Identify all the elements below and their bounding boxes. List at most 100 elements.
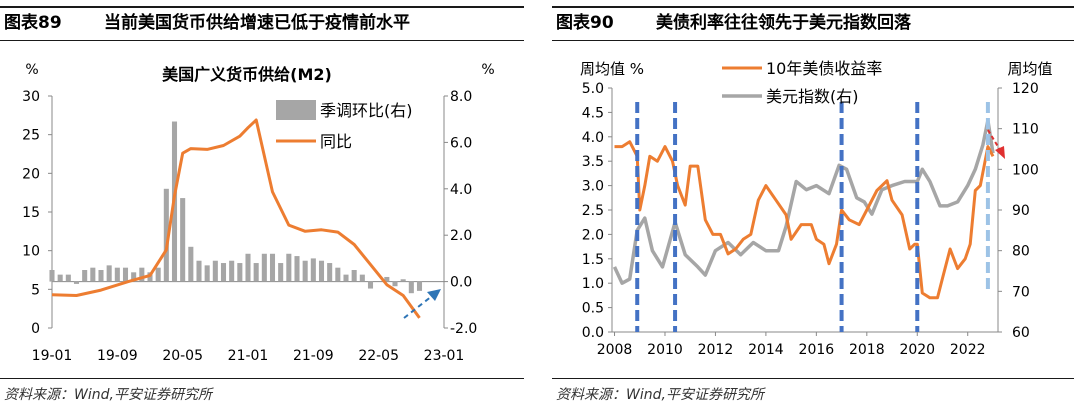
right-tick-label: 6.0 bbox=[450, 135, 472, 151]
bar-mom bbox=[408, 281, 414, 294]
left-axis-unit: % bbox=[25, 62, 38, 78]
x-tick-label: 2012 bbox=[698, 342, 734, 358]
right-chart-panel: 图表90 美债利率往往领先于美元指数回落 0.0 0.5 1.0 1.5 2.0 2.5 3… bbox=[552, 0, 1080, 419]
bar-mom bbox=[106, 265, 112, 282]
bar-mom bbox=[327, 263, 333, 282]
chart-title: 美国广义货币供给(M2) bbox=[162, 65, 332, 84]
left-tick-label: 20 bbox=[22, 166, 40, 182]
bar-mom bbox=[318, 260, 325, 282]
bar-mom bbox=[49, 270, 55, 282]
right-tick-label: 80 bbox=[1012, 244, 1030, 260]
bar-mom bbox=[82, 270, 88, 282]
left-tick-label: 10 bbox=[22, 244, 40, 260]
trend-arrow-line bbox=[403, 295, 433, 319]
bar-mom bbox=[65, 274, 71, 282]
x-tick-label: 23-01 bbox=[424, 348, 465, 364]
right-header: 图表90 美债利率往往领先于美元指数回落 bbox=[552, 8, 1080, 38]
left-tick-label: 0.5 bbox=[582, 301, 604, 317]
x-tick-label: 2018 bbox=[849, 342, 885, 358]
right-source-rule bbox=[552, 378, 1074, 379]
bar-mom bbox=[114, 267, 120, 282]
bar-mom bbox=[245, 253, 251, 282]
m2-chart: 0 5 10 15 20 25 30% -2.0 0.0 2.0 4.0 6.0 8.0% 19-01 19… bbox=[22, 62, 494, 364]
bar-mom bbox=[155, 267, 161, 282]
right-tick-label: 110 bbox=[1012, 122, 1039, 138]
left-axis-unit: 周均值 % bbox=[580, 60, 644, 78]
bar-mom bbox=[196, 260, 202, 282]
right-source: 资料来源：Wind,平安证券研究所 bbox=[556, 387, 764, 403]
bar-mom bbox=[180, 198, 186, 282]
bar-mom bbox=[269, 253, 276, 282]
right-figure-title: 美债利率往往领先于美元指数回落 bbox=[656, 13, 911, 33]
right-header-rule bbox=[552, 40, 1074, 41]
x-tick-label: 2008 bbox=[597, 342, 633, 358]
line-yoy bbox=[51, 118, 421, 319]
left-tick-label: 2.5 bbox=[582, 203, 604, 219]
legend-label-yield: 10年美债收益率 bbox=[766, 59, 882, 78]
trend-arrow-head bbox=[995, 146, 1005, 159]
bar-mom bbox=[278, 263, 284, 282]
bar-mom bbox=[343, 274, 349, 282]
right-tick-label: 90 bbox=[1012, 203, 1030, 219]
x-tick-label: 2010 bbox=[647, 342, 683, 358]
bar-mom bbox=[359, 274, 365, 282]
right-tick-label: 2.0 bbox=[450, 228, 472, 244]
right-tick-label: 0.0 bbox=[450, 275, 472, 291]
trend-arrow-head bbox=[427, 289, 441, 301]
legend-label-line: 同比 bbox=[320, 132, 352, 151]
bar-mom bbox=[73, 281, 80, 284]
right-tick-label: -2.0 bbox=[450, 321, 477, 337]
x-tick-label: 2016 bbox=[799, 342, 835, 358]
x-tick-label: 21-09 bbox=[293, 348, 334, 364]
right-axis-unit: 周均值 bbox=[1007, 60, 1052, 78]
bar-mom bbox=[229, 260, 235, 282]
right-tick-label: 100 bbox=[1012, 162, 1039, 178]
left-figure-title: 当前美国货币供给增速已低于疫情前水平 bbox=[104, 13, 410, 33]
x-tick-label: 22-05 bbox=[358, 348, 399, 364]
bar-mom bbox=[351, 270, 357, 282]
left-tick-label: 15 bbox=[22, 205, 40, 221]
bar-mom bbox=[204, 265, 210, 282]
bar-mom bbox=[416, 281, 423, 291]
bar-mom bbox=[335, 267, 341, 282]
left-source-rule bbox=[0, 378, 524, 379]
bar-mom bbox=[261, 253, 267, 282]
bar-mom bbox=[294, 256, 300, 282]
x-tick-label: 2020 bbox=[899, 342, 935, 358]
left-tick-label: 2.0 bbox=[582, 227, 604, 243]
x-tick-label: 20-05 bbox=[162, 348, 203, 364]
bar-mom bbox=[212, 260, 218, 282]
bar-mom bbox=[302, 260, 308, 282]
left-source: 资料来源：Wind,平安证券研究所 bbox=[4, 387, 212, 403]
right-tick-label: 8.0 bbox=[450, 89, 472, 105]
bar-mom bbox=[220, 263, 227, 282]
x-tick-label: 2014 bbox=[748, 342, 784, 358]
bar-mom bbox=[122, 267, 129, 282]
left-figure-number: 图表89 bbox=[4, 13, 62, 33]
left-chart-panel: 图表89 当前美国货币供给增速已低于疫情前水平 0 5 10 15 20 25 30% -2.… bbox=[0, 6, 524, 403]
left-tick-label: 5.0 bbox=[582, 81, 604, 97]
right-axis-unit: % bbox=[481, 62, 494, 78]
bar-mom bbox=[286, 253, 292, 282]
left-top-rule bbox=[0, 6, 524, 8]
bar-mom bbox=[237, 263, 243, 282]
left-tick-label: 1.5 bbox=[582, 252, 604, 268]
ust-dxy-chart: 0.0 0.5 1.0 1.5 2.0 2.5 3.0 3.5 4.0 4.5 5.0 周均值 % 60… bbox=[580, 59, 1053, 358]
left-tick-label: 3.0 bbox=[582, 179, 604, 195]
bar-mom bbox=[392, 281, 398, 287]
left-tick-label: 0 bbox=[31, 321, 40, 337]
right-tick-label: 120 bbox=[1012, 81, 1039, 97]
bar-mom bbox=[400, 279, 406, 282]
bar-mom bbox=[57, 274, 63, 282]
bar-mom bbox=[253, 263, 259, 282]
line-dxy bbox=[612, 118, 995, 285]
left-tick-label: 1.0 bbox=[582, 276, 604, 292]
bar-mom bbox=[384, 276, 390, 282]
left-tick-label: 25 bbox=[22, 128, 40, 144]
legend-label-dxy: 美元指数(右) bbox=[766, 87, 859, 106]
bar-mom bbox=[367, 281, 374, 289]
bar-mom bbox=[310, 258, 316, 282]
left-tick-label: 4.0 bbox=[582, 130, 604, 146]
left-header-rule bbox=[0, 40, 524, 41]
left-tick-label: 4.5 bbox=[582, 105, 604, 121]
